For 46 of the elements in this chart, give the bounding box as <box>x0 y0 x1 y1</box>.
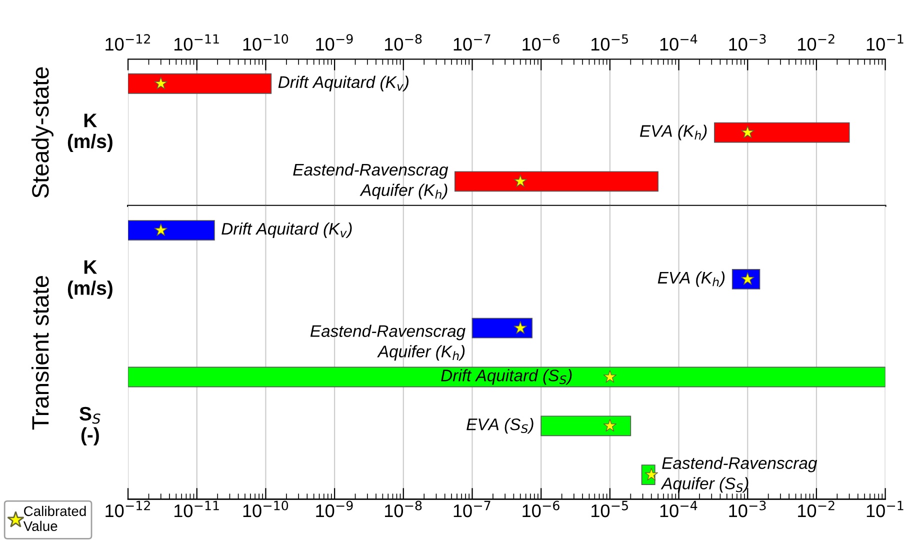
x-tick-label: 10$^{−2}$ <box>798 34 834 51</box>
x-tick-label: 10$^{−8}$ <box>385 500 422 518</box>
text: Transient state <box>31 276 49 430</box>
bar <box>714 122 850 143</box>
y-tick-label: Eastend-Ravenscrag Aquifer (S$_{S}$) <box>660 456 818 493</box>
x-tick-label: 10$^{−2}$ <box>798 500 834 518</box>
x-tick-label: 10$^{−4}$ <box>660 500 698 518</box>
text: Steady-state <box>31 67 54 198</box>
legend-label: Calibrated Value <box>23 506 86 532</box>
x-tick-label: 10$^{−7}$ <box>454 500 490 518</box>
x-tick-label: 10$^{−6}$ <box>522 500 560 518</box>
x-tick-label: 10$^{−9}$ <box>316 34 353 51</box>
x-tick-label: 10$^{−12}$ <box>106 34 150 51</box>
bar <box>454 171 658 192</box>
x-tick-label: 10$^{−6}$ <box>522 34 560 51</box>
bar <box>128 366 886 388</box>
bar <box>128 220 215 241</box>
y-tick-label: EVA (K$_{h}$) <box>640 124 707 140</box>
x-tick-label: 10$^{−9}$ <box>316 500 353 518</box>
x-tick-label: 10$^{−4}$ <box>660 34 698 51</box>
x-tick-label: 10$^{−10}$ <box>243 500 288 518</box>
x-tick-label: 10$^{−3}$ <box>729 500 766 518</box>
x-tick-label: 10$^{−10}$ <box>243 34 288 51</box>
bar <box>472 318 533 338</box>
y-tick-label: EVA (S$_{S}$) <box>466 418 534 434</box>
y-tick-label: Drift Aquitard (S$_{S}$) <box>441 369 572 385</box>
y-tick-label: Eastend-Ravenscrag Aquifer (K$_{h}$) <box>310 324 466 361</box>
x-tick-label: 10$^{−11}$ <box>174 500 219 518</box>
x-tick-label: 10$^{−1}$ <box>866 500 904 518</box>
x-tick-label: 10$^{−1}$ <box>866 34 904 51</box>
x-tick-label: 10$^{−3}$ <box>729 34 766 51</box>
x-tick-label: 10$^{−8}$ <box>385 34 422 51</box>
y-tick-label: Eastend-Ravenscrag Aquifer (K$_{h}$) <box>293 163 448 200</box>
bar <box>128 73 272 94</box>
x-tick-label: 10$^{−7}$ <box>454 34 490 51</box>
y-tick-label: Drift Aquitard (K$_{v}$) <box>278 76 408 92</box>
bar <box>540 416 632 436</box>
x-tick-label: 10$^{−12}$ <box>106 500 150 518</box>
text: K (m/s) <box>68 260 112 299</box>
text: K (m/s) <box>68 114 112 152</box>
text: S$_{S}$ (-) <box>80 406 100 446</box>
y-tick-label: EVA (K$_{h}$) <box>658 271 725 287</box>
x-tick-label: 10$^{−5}$ <box>592 500 628 518</box>
x-tick-label: 10$^{−5}$ <box>592 34 628 51</box>
x-tick-label: 10$^{−11}$ <box>174 34 219 51</box>
y-tick-label: Drift Aquitard (K$_{v}$) <box>222 222 352 238</box>
